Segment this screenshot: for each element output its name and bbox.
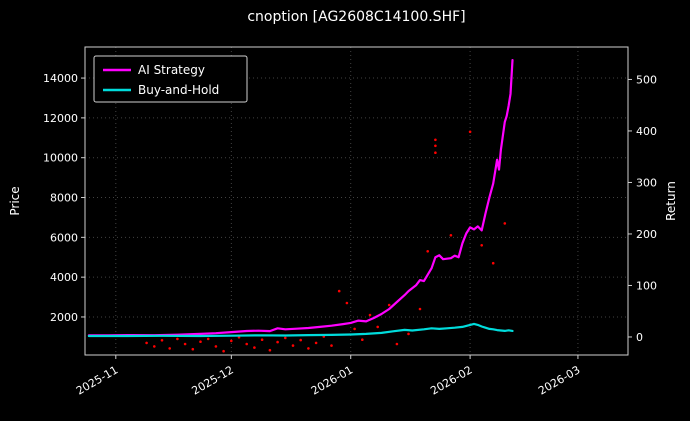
scatter-point [480, 244, 484, 247]
scatter-point [468, 130, 472, 134]
scatter-point [291, 344, 295, 347]
scatter-point [183, 342, 187, 346]
y-tick-label-left: 8000 [50, 192, 78, 205]
scatter-point [176, 337, 179, 341]
legend-label-0: AI Strategy [138, 63, 205, 77]
scatter-point [368, 313, 372, 317]
legend-box [93, 55, 248, 103]
y-tick-label-right: 0 [636, 331, 643, 344]
scatter-point [222, 349, 225, 353]
y-tick-label-left: 12000 [43, 112, 78, 125]
scatter-point [376, 325, 380, 329]
series-line-1 [87, 322, 514, 338]
scatter-point [253, 346, 256, 349]
scatter-point [206, 337, 210, 341]
y-axis-label-left: Price [8, 186, 22, 215]
legend-label-1: Buy-and-Hold [138, 83, 219, 97]
scatter-point [307, 347, 310, 350]
scatter-point [214, 345, 218, 348]
y-tick-label-right: 100 [636, 279, 657, 292]
scatter-point [299, 338, 303, 342]
y-tick-label-right: 300 [636, 176, 657, 189]
scatter-point [434, 151, 437, 154]
chart-title: cnoption [AG2608C14100.SHF] [247, 9, 466, 25]
y-tick-label-right: 500 [636, 73, 657, 86]
scatter-point [284, 336, 287, 340]
scatter-point [268, 348, 272, 352]
scatter-point [345, 301, 349, 305]
y-tick-label-left: 14000 [43, 72, 78, 85]
scatter-point [337, 289, 341, 293]
y-tick-label-left: 2000 [50, 311, 78, 324]
scatter-point [230, 339, 233, 343]
scatter-point [276, 340, 279, 344]
y-tick-label-left: 10000 [43, 152, 78, 165]
x-tick-label: 2026-03 [536, 363, 582, 397]
scatter-point [260, 338, 264, 342]
y-tick-label-right: 200 [636, 228, 657, 241]
scatter-point [245, 342, 248, 346]
plot-border [84, 46, 629, 356]
scatter-point [160, 339, 164, 342]
scatter-point [168, 347, 171, 350]
scatter-point [449, 234, 453, 237]
scatter-point [503, 222, 507, 225]
scatter-point [145, 341, 148, 345]
x-tick-label: 2025-11 [74, 363, 120, 397]
scatter-point [314, 341, 318, 345]
y-tick-label-left: 4000 [50, 271, 78, 284]
scatter-point [418, 307, 422, 311]
series-line-0 [87, 59, 514, 337]
y-axis-label-right: Return [664, 181, 678, 221]
scatter-point [491, 261, 495, 265]
x-tick-label: 2025-12 [190, 363, 236, 397]
scatter-point [153, 345, 156, 348]
scatter-point [191, 347, 195, 351]
y-tick-label-left: 6000 [50, 231, 78, 244]
scatter-point [199, 340, 202, 344]
scatter-point [407, 332, 410, 336]
scatter-point [395, 342, 399, 346]
scatter-point [434, 138, 437, 142]
x-tick-label: 2026-02 [428, 363, 474, 397]
scatter-point [426, 250, 430, 253]
scatter-point [330, 344, 333, 347]
scatter-point [361, 338, 364, 342]
scatter-point [387, 303, 391, 307]
x-tick-label: 2026-01 [309, 363, 355, 397]
scatter-point [353, 327, 356, 331]
y-tick-label-right: 400 [636, 125, 657, 138]
scatter-point [434, 144, 437, 148]
